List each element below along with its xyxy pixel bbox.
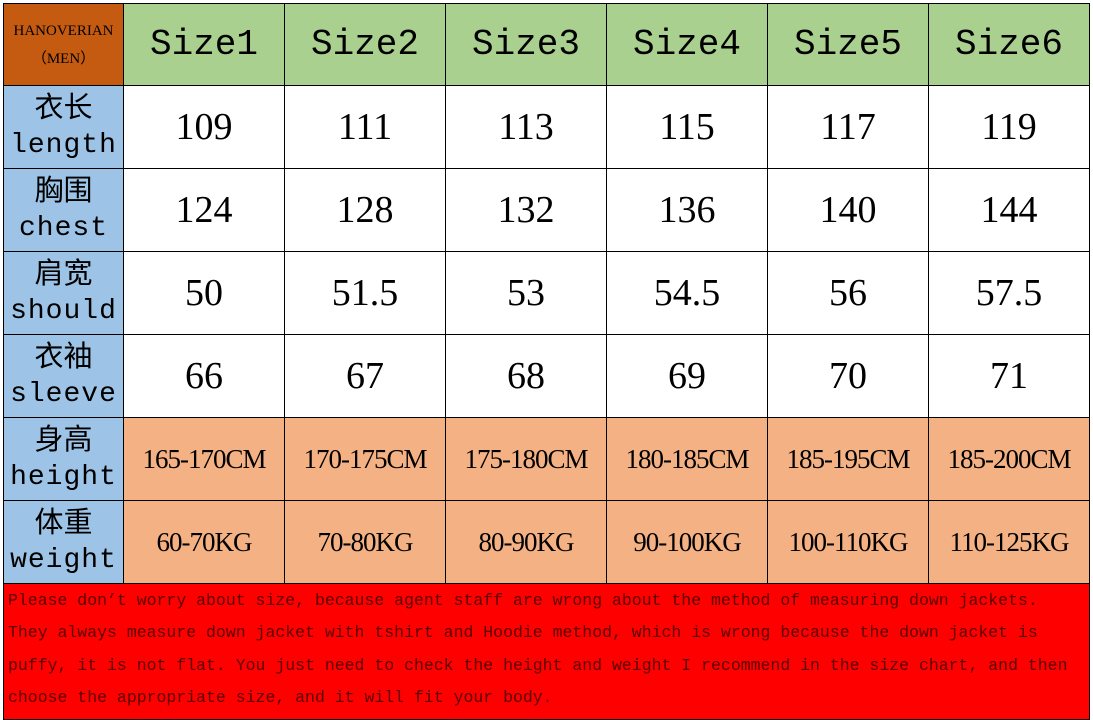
row-label-en: chest [18,213,108,244]
measurement-row-length: 衣长 length 109 111 113 115 117 119 [3,85,1090,169]
value-cell: 140 [767,168,929,252]
row-label: 衣袖 sleeve [3,334,124,418]
value-cell: 115 [606,85,768,169]
value-cell: 67 [284,334,446,418]
note-line: choose the appropriate size, and it will… [8,687,553,707]
row-label: 胸围 chest [3,168,124,252]
measurement-row-height: 身高 height 165-170CM 170-175CM 175-180CM 180-1… [3,417,1090,501]
value-cell: 185-195CM [767,417,929,501]
value-cell: 175-180CM [445,417,607,501]
measurement-row-sleeve: 衣袖 sleeve 66 67 68 69 70 71 [3,334,1090,418]
value-cell: 185-200CM [928,417,1090,501]
row-label-zh: 肩宽 [34,258,93,290]
value-cell: 144 [928,168,1090,252]
row-label-zh: 衣袖 [34,341,93,373]
value-cell: 80-90KG [445,500,607,584]
value-cell: 111 [284,85,446,169]
measurement-row-chest: 胸围 chest 124 128 132 136 140 144 [3,168,1090,252]
brand-cell: HANOVERIAN （MEN） [3,3,124,86]
size-header: Size5 [767,3,929,86]
value-cell: 70-80KG [284,500,446,584]
row-label-zh: 体重 [34,507,93,539]
size-header: Size4 [606,3,768,86]
value-cell: 50 [123,251,285,335]
brand-subtitle: （MEN） [31,50,96,67]
measurement-row-weight: 体重 weight 60-70KG 70-80KG 80-90KG 90-100KG 100… [3,500,1090,584]
value-cell: 119 [928,85,1090,169]
row-label: 身高 height [3,417,124,501]
value-cell: 69 [606,334,768,418]
value-cell: 57.5 [928,251,1090,335]
note-line: They always measure down jacket with tsh… [8,623,1038,643]
size-header: Size6 [928,3,1090,86]
value-cell: 53 [445,251,607,335]
brand-name: HANOVERIAN [13,22,114,39]
note-row: Please don’t worry about size, because a… [3,582,1090,720]
row-label-en: should [10,296,117,327]
value-cell: 109 [123,85,285,169]
value-cell: 70 [767,334,929,418]
value-cell: 170-175CM [284,417,446,501]
value-cell: 100-110KG [767,500,929,584]
size-chart-table: HANOVERIAN （MEN） Size1 Size2 Size3 Size4 … [3,3,1090,720]
value-cell: 117 [767,85,929,169]
value-cell: 90-100KG [606,500,768,584]
value-cell: 180-185CM [606,417,768,501]
value-cell: 124 [123,168,285,252]
size-note: Please don’t worry about size, because a… [3,582,1090,720]
row-label-en: length [10,130,117,161]
value-cell: 128 [284,168,446,252]
value-cell: 110-125KG [928,500,1090,584]
row-label: 肩宽 should [3,251,124,335]
value-cell: 66 [123,334,285,418]
row-label: 体重 weight [3,500,124,584]
row-label-zh: 身高 [34,424,93,456]
value-cell: 71 [928,334,1090,418]
value-cell: 136 [606,168,768,252]
value-cell: 51.5 [284,251,446,335]
value-cell: 56 [767,251,929,335]
measurement-row-should: 肩宽 should 50 51.5 53 54.5 56 57.5 [3,251,1090,335]
row-label-zh: 衣长 [34,92,93,124]
row-label-en: height [10,462,117,493]
header-row: HANOVERIAN （MEN） Size1 Size2 Size3 Size4 … [3,3,1090,86]
size-header: Size2 [284,3,446,86]
value-cell: 132 [445,168,607,252]
row-label-en: weight [10,545,117,576]
row-label: 衣长 length [3,85,124,169]
size-header: Size3 [445,3,607,86]
size-header: Size1 [123,3,285,86]
value-cell: 165-170CM [123,417,285,501]
value-cell: 54.5 [606,251,768,335]
value-cell: 68 [445,334,607,418]
row-label-en: sleeve [10,379,117,410]
value-cell: 113 [445,85,607,169]
value-cell: 60-70KG [123,500,285,584]
note-line: puffy, it is not flat. You just need to … [8,655,1068,675]
row-label-zh: 胸围 [34,175,93,207]
note-line: Please don’t worry about size, because a… [8,591,1038,610]
